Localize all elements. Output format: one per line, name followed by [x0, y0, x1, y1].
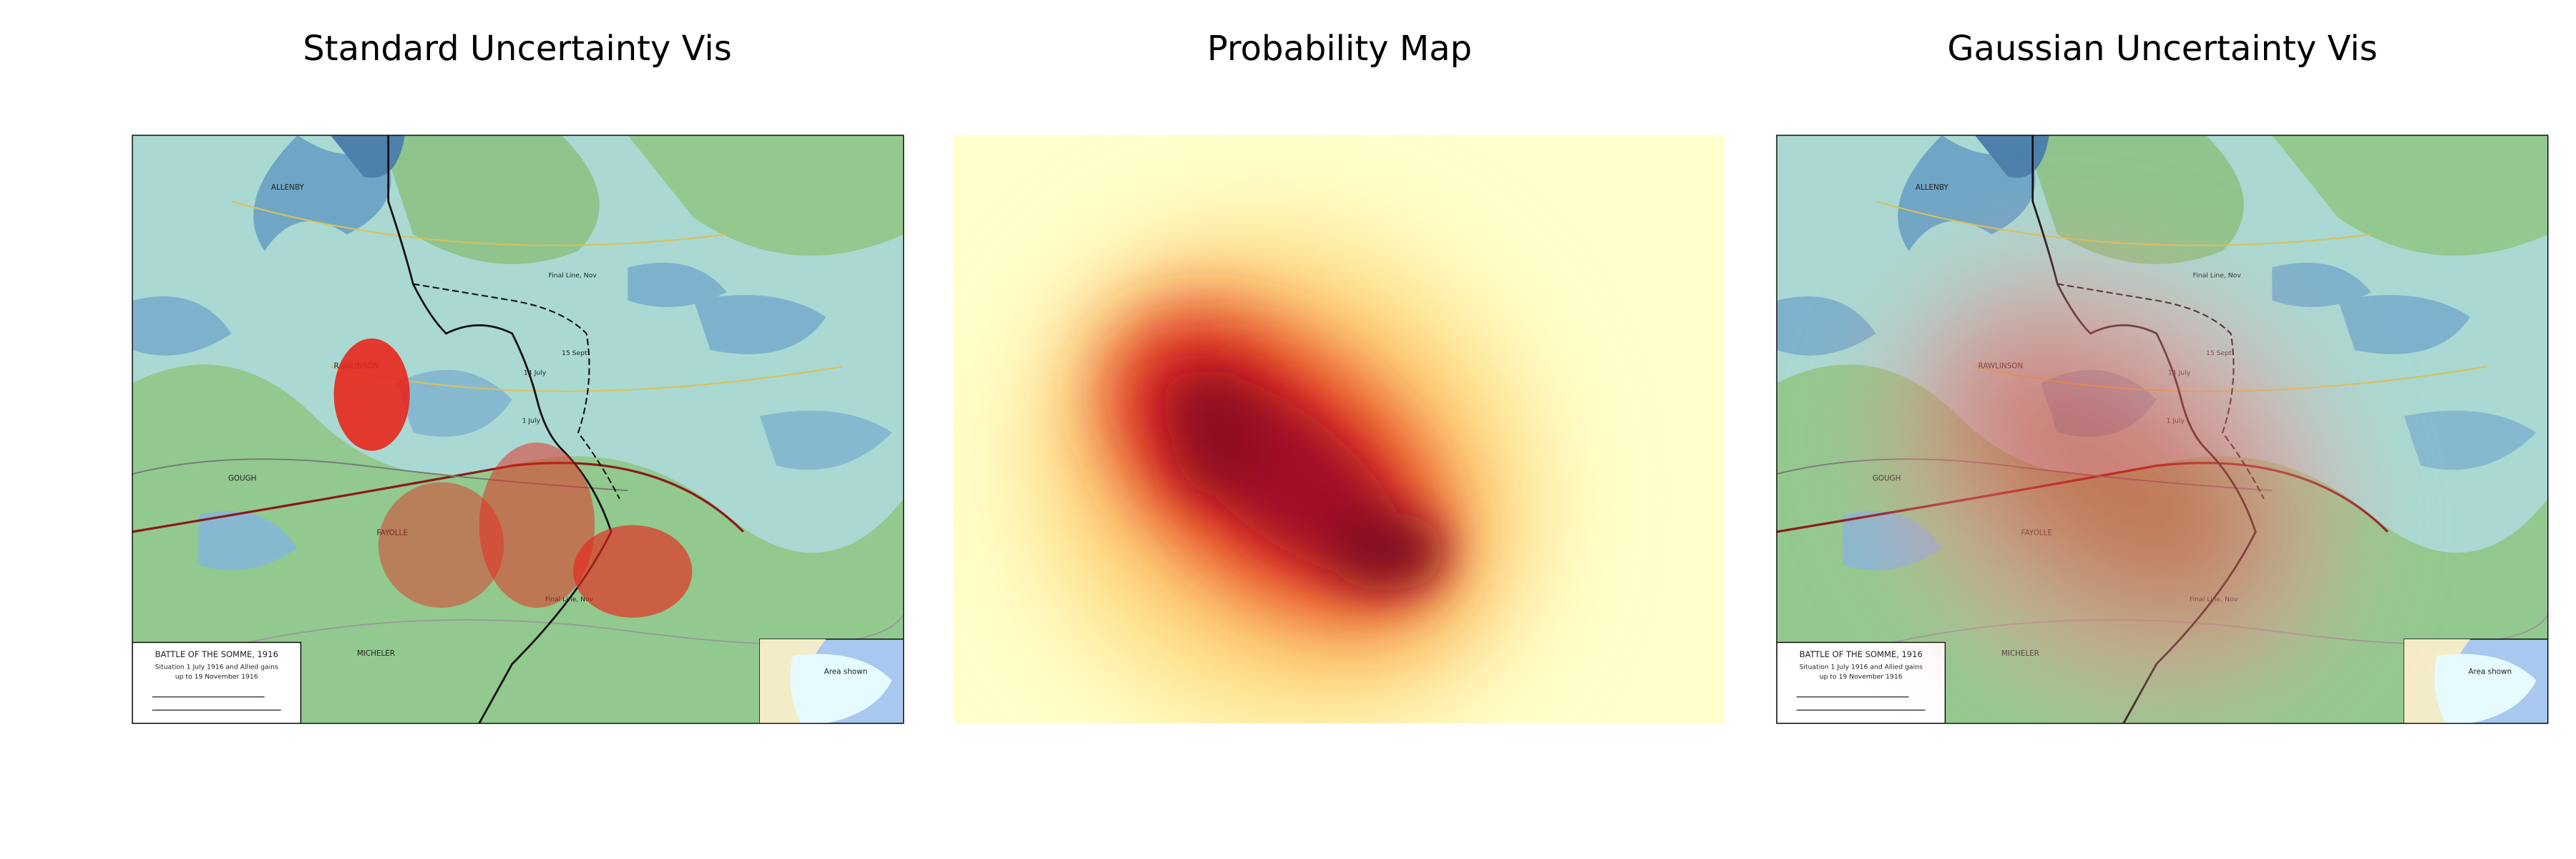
probability-peak [1162, 369, 1445, 591]
uncertainty-ellipse [479, 442, 595, 608]
gaussian-panel [1776, 135, 2549, 724]
panel-title: Probability Map [1207, 29, 1472, 69]
panel-title: Standard Uncertainty Vis [303, 29, 731, 69]
uncertainty-ellipse [378, 482, 504, 608]
uncertainty-ellipse [573, 525, 693, 618]
probability-panel [953, 135, 1724, 724]
map-image [132, 135, 904, 724]
panel-title: Gaussian Uncertainty Vis [1947, 29, 2377, 69]
gaussian-overlay [1885, 263, 2346, 701]
standard-panel [132, 135, 904, 724]
panel-frame [1776, 135, 2549, 724]
uncertainty-ellipse [333, 338, 410, 451]
panel-frame [132, 135, 904, 724]
